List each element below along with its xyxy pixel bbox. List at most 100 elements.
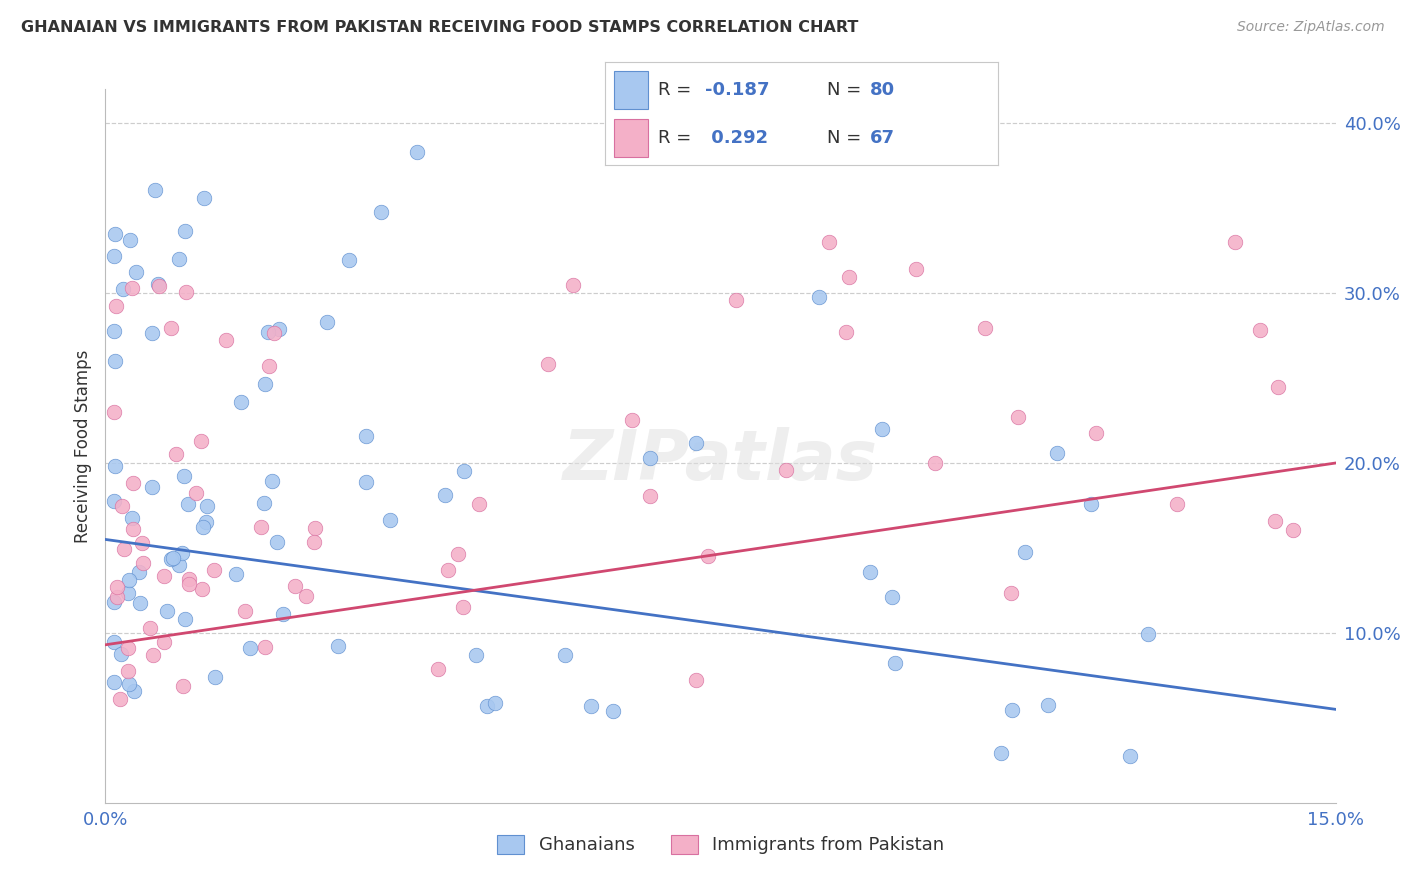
- Point: [156, 604, 179, 618]
- Point: [602, 704, 624, 718]
- Text: 67: 67: [870, 128, 896, 147]
- Point: [118, 574, 141, 588]
- Point: [316, 315, 339, 329]
- Point: [620, 413, 643, 427]
- Point: [129, 596, 152, 610]
- Point: [167, 558, 190, 572]
- Point: [103, 635, 125, 649]
- Point: [152, 569, 174, 583]
- Point: [195, 500, 218, 514]
- Point: [254, 377, 277, 392]
- Point: [195, 515, 218, 529]
- Point: [1119, 748, 1142, 763]
- Point: [1137, 626, 1160, 640]
- Text: ZIPatlas: ZIPatlas: [562, 426, 879, 494]
- Point: [141, 480, 163, 494]
- Point: [537, 358, 560, 372]
- Point: [111, 499, 134, 513]
- Point: [132, 556, 155, 570]
- Y-axis label: Receiving Food Stamps: Receiving Food Stamps: [73, 350, 91, 542]
- Point: [142, 648, 165, 662]
- Point: [1281, 523, 1303, 537]
- Point: [191, 582, 214, 596]
- Point: [638, 489, 661, 503]
- Point: [173, 469, 195, 483]
- Point: [1014, 545, 1036, 559]
- Point: [103, 493, 125, 508]
- Point: [122, 684, 145, 698]
- Point: [284, 579, 307, 593]
- Point: [685, 673, 707, 688]
- Point: [105, 591, 128, 605]
- Point: [215, 333, 238, 347]
- Point: [173, 224, 195, 238]
- Point: [354, 475, 377, 489]
- Point: [1223, 235, 1246, 249]
- Point: [451, 599, 474, 614]
- Point: [174, 285, 197, 300]
- Point: [110, 647, 132, 661]
- Point: [128, 565, 150, 579]
- Point: [818, 235, 841, 249]
- Point: [146, 277, 169, 292]
- Point: [266, 535, 288, 549]
- Point: [990, 746, 1012, 760]
- Point: [436, 563, 458, 577]
- Point: [254, 640, 277, 654]
- Point: [467, 497, 489, 511]
- Point: [112, 282, 135, 296]
- FancyBboxPatch shape: [614, 119, 648, 157]
- Point: [464, 648, 486, 662]
- Point: [924, 456, 946, 470]
- Point: [475, 699, 498, 714]
- Point: [193, 191, 215, 205]
- Point: [103, 249, 125, 263]
- Point: [697, 549, 720, 563]
- Point: [1007, 409, 1029, 424]
- Point: [172, 680, 194, 694]
- Point: [249, 520, 271, 534]
- Point: [121, 281, 143, 295]
- Text: N =: N =: [827, 128, 868, 147]
- Point: [638, 450, 661, 465]
- Point: [167, 252, 190, 266]
- Point: [974, 321, 997, 335]
- Point: [882, 591, 904, 605]
- Point: [191, 519, 214, 533]
- Point: [190, 434, 212, 448]
- Point: [378, 513, 401, 527]
- Point: [271, 607, 294, 622]
- Point: [225, 567, 247, 582]
- Point: [148, 278, 170, 293]
- Point: [141, 326, 163, 341]
- Point: [870, 422, 893, 436]
- Point: [1000, 586, 1022, 600]
- Point: [304, 521, 326, 535]
- Point: [121, 510, 143, 524]
- Point: [263, 326, 285, 340]
- Point: [883, 656, 905, 670]
- Point: [177, 576, 200, 591]
- Text: 0.292: 0.292: [704, 128, 768, 147]
- Point: [229, 395, 252, 409]
- Point: [834, 326, 856, 340]
- Point: [579, 699, 602, 714]
- Point: [562, 277, 585, 292]
- Point: [554, 648, 576, 663]
- Point: [484, 696, 506, 710]
- Point: [775, 463, 797, 477]
- Point: [337, 252, 360, 267]
- Point: [117, 664, 139, 678]
- Point: [838, 269, 860, 284]
- Point: [118, 677, 141, 691]
- Point: [239, 641, 262, 656]
- Point: [122, 522, 145, 536]
- Point: [108, 692, 131, 706]
- Point: [160, 551, 183, 566]
- Point: [1249, 323, 1271, 337]
- Point: [104, 458, 127, 473]
- Point: [1166, 497, 1188, 511]
- Point: [328, 640, 350, 654]
- Point: [1267, 379, 1289, 393]
- Point: [104, 299, 127, 313]
